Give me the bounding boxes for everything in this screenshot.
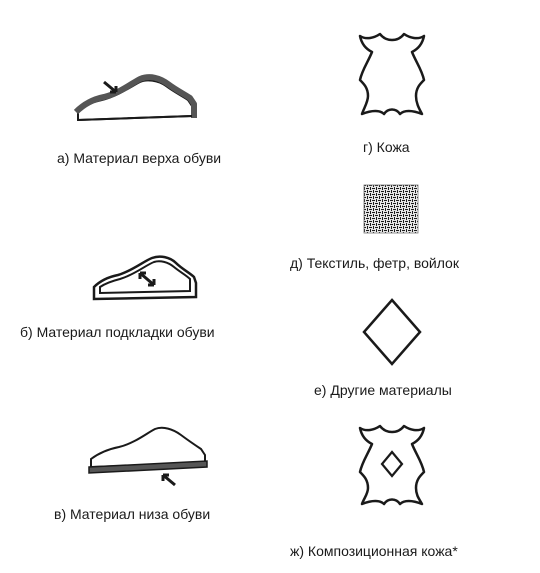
label-other-materials: е) Другие материалы — [314, 382, 452, 398]
label-upper-material: а) Материал верха обуви — [57, 150, 222, 166]
leather-hide-icon — [358, 32, 426, 116]
shoe-lining-icon — [92, 255, 198, 301]
label-composite-leather: ж) Композиционная кожа* — [290, 543, 458, 559]
label-lining-material: б) Материал подкладки обуви — [20, 324, 215, 340]
composite-leather-icon — [358, 424, 426, 506]
shoe-upper-icon — [73, 74, 197, 122]
diamond-icon — [362, 298, 422, 366]
label-textile: д) Текстиль, фетр, войлок — [290, 255, 459, 271]
shoe-sole-icon — [88, 426, 208, 487]
label-leather: г) Кожа — [363, 139, 410, 155]
textile-weave-icon — [363, 184, 419, 234]
label-sole-material: в) Материал низа обуви — [54, 506, 211, 522]
